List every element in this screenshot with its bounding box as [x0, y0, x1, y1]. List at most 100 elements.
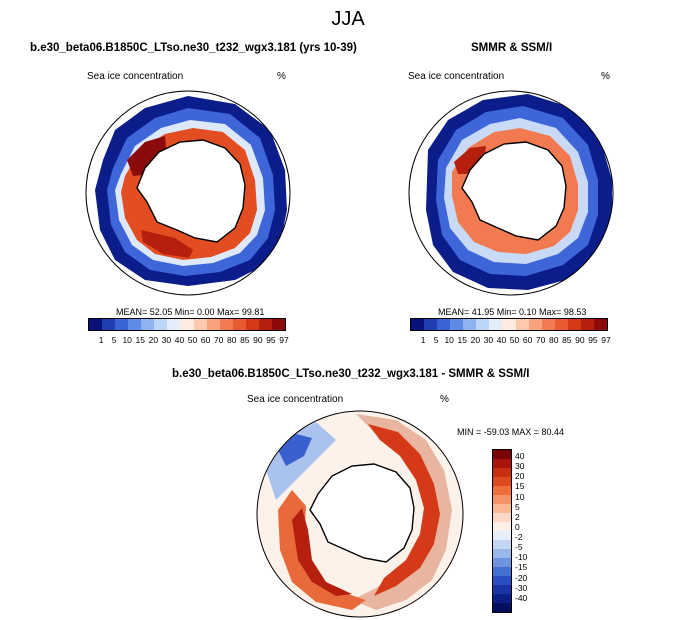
colorbar-tick-label: 5 — [515, 501, 520, 512]
colorbar-tick-label: 15 — [515, 481, 525, 492]
colorbar-swatch — [232, 319, 246, 330]
colorbar-swatch — [493, 495, 511, 504]
colorbar-tick-label: -40 — [515, 592, 528, 603]
diff-units-label: % — [440, 394, 449, 405]
colorbar-tick-label: 97 — [279, 335, 289, 345]
colorbar-swatch — [450, 319, 464, 330]
colorbar-tick-label: 50 — [187, 335, 198, 345]
model-colorbar — [88, 318, 286, 331]
colorbar-tick-label: -2 — [515, 532, 523, 543]
colorbar-tick-label: 95 — [266, 335, 276, 345]
colorbar-swatch — [476, 319, 490, 330]
colorbar-swatch — [493, 585, 511, 594]
diff-colorbar — [492, 449, 512, 613]
colorbar-swatch — [502, 319, 516, 330]
diff-variable-label: Sea ice concentration — [247, 394, 344, 405]
colorbar-swatch — [515, 319, 529, 330]
colorbar-tick-label: 20 — [470, 335, 481, 345]
colorbar-tick-label: 15 — [135, 335, 145, 345]
colorbar-swatch — [493, 603, 511, 612]
diff-panel-title: b.e30_beta06.B1850C_LTso.ne30_t232_wgx3.… — [172, 368, 530, 380]
colorbar-tick-label: 60 — [200, 335, 211, 345]
diff-colorbar-ticks: 40 30 20 15 10 5 2 0 -2 -5 -10 -15 -20 -30 -40 — [515, 449, 545, 611]
colorbar-tick-label: 2 — [515, 511, 520, 522]
colorbar-tick-label: 10 — [122, 335, 132, 345]
colorbar-swatch — [489, 319, 503, 330]
colorbar-swatch — [219, 319, 233, 330]
colorbar-swatch — [593, 319, 607, 330]
colorbar-swatch — [493, 549, 511, 558]
colorbar-swatch — [437, 319, 451, 330]
colorbar-swatch — [493, 450, 511, 459]
colorbar-swatch — [89, 319, 103, 330]
colorbar-tick-label: 10 — [515, 491, 525, 502]
colorbar-swatch — [128, 319, 142, 330]
colorbar-swatch — [180, 319, 194, 330]
colorbar-tick-label: 70 — [213, 335, 224, 345]
colorbar-swatch — [580, 319, 594, 330]
colorbar-tick-label: 70 — [535, 335, 546, 345]
colorbar-swatch — [528, 319, 542, 330]
colorbar-swatch — [258, 319, 272, 330]
colorbar-swatch — [167, 319, 181, 330]
colorbar-tick-label: 5 — [111, 335, 117, 345]
colorbar-tick-label: 30 — [515, 461, 525, 472]
colorbar-swatch — [493, 531, 511, 540]
colorbar-swatch — [493, 486, 511, 495]
colorbar-swatch — [493, 558, 511, 567]
colorbar-swatch — [541, 319, 555, 330]
colorbar-tick-label: -10 — [515, 552, 528, 563]
colorbar-tick-label: 20 — [515, 471, 525, 482]
colorbar-swatch — [493, 477, 511, 486]
colorbar-tick-label: 85 — [562, 335, 572, 345]
colorbar-swatch — [567, 319, 581, 330]
colorbar-swatch — [463, 319, 477, 330]
colorbar-tick-label: 60 — [522, 335, 533, 345]
colorbar-tick-label: 30 — [483, 335, 494, 345]
model-panel-title: b.e30_beta06.B1850C_LTso.ne30_t232_wgx3.… — [30, 42, 357, 54]
colorbar-swatch — [493, 576, 511, 585]
colorbar-swatch — [115, 319, 129, 330]
colorbar-swatch — [493, 594, 511, 603]
colorbar-swatch — [493, 522, 511, 531]
colorbar-tick-label: 1 — [98, 335, 104, 345]
colorbar-tick-label: 40 — [496, 335, 507, 345]
colorbar-tick-label: -20 — [515, 572, 528, 583]
colorbar-swatch — [554, 319, 568, 330]
colorbar-tick-label: 90 — [575, 335, 585, 345]
colorbar-swatch — [193, 319, 207, 330]
colorbar-tick-label: 20 — [148, 335, 159, 345]
colorbar-tick-label: 5 — [433, 335, 439, 345]
obs-units-label: % — [601, 71, 610, 82]
colorbar-swatch — [493, 504, 511, 513]
main-title: JJA — [331, 8, 365, 30]
colorbar-tick-label: -5 — [515, 542, 523, 553]
obs-variable-label: Sea ice concentration — [408, 71, 505, 82]
colorbar-tick-label: 40 — [174, 335, 185, 345]
colorbar-tick-label: 95 — [588, 335, 598, 345]
obs-stats: MEAN= 41.95 Min= 0.10 Max= 98.53 — [438, 307, 587, 317]
diff-polar-map — [256, 410, 464, 618]
colorbar-swatch — [271, 319, 285, 330]
colorbar-tick-label: 97 — [601, 335, 611, 345]
model-units-label: % — [277, 71, 286, 82]
colorbar-swatch — [102, 319, 116, 330]
colorbar-tick-label: 0 — [515, 521, 520, 532]
diff-stats: MIN = -59.03 MAX = 80.44 — [457, 427, 565, 437]
colorbar-swatch — [245, 319, 259, 330]
colorbar-swatch — [411, 319, 425, 330]
colorbar-tick-label: -15 — [515, 562, 528, 573]
model-variable-label: Sea ice concentration — [87, 71, 184, 82]
colorbar-tick-label: 90 — [253, 335, 263, 345]
colorbar-swatch — [493, 468, 511, 477]
colorbar-swatch — [424, 319, 438, 330]
obs-colorbar — [410, 318, 608, 331]
colorbar-tick-label: 15 — [457, 335, 467, 345]
model-polar-map — [85, 90, 291, 296]
obs-panel-title: SMMR & SSM/I — [471, 42, 553, 54]
obs-polar-map — [408, 90, 614, 296]
colorbar-swatch — [493, 459, 511, 468]
colorbar-tick-label: 80 — [226, 335, 237, 345]
model-stats: MEAN= 52.05 Min= 0.00 Max= 99.81 — [116, 307, 265, 317]
colorbar-swatch — [154, 319, 168, 330]
